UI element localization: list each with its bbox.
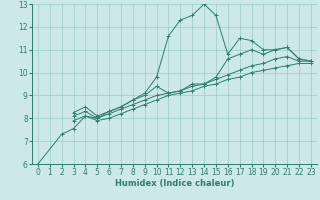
X-axis label: Humidex (Indice chaleur): Humidex (Indice chaleur)	[115, 179, 234, 188]
